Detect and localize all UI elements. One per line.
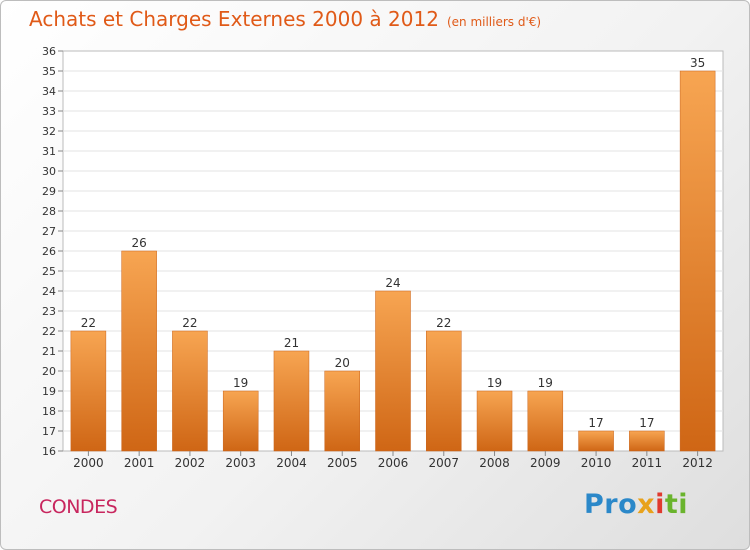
bar: [426, 330, 462, 452]
bar-value-label: 22: [436, 316, 451, 330]
y-tick-label: 20: [42, 365, 56, 378]
logo-part-ti: ti: [664, 489, 689, 520]
bar-value-label: 20: [335, 356, 350, 370]
proxiti-logo[interactable]: Proxiti: [584, 489, 688, 520]
bar: [629, 430, 665, 452]
y-tick-label: 25: [42, 265, 56, 278]
x-tick-label: 2009: [530, 456, 561, 470]
bar-value-label: 17: [588, 416, 603, 430]
bar-value-label: 35: [690, 56, 705, 70]
x-tick-label: 2002: [175, 456, 206, 470]
logo-part-pro: Pro: [584, 489, 638, 520]
logo-part-x: x: [637, 489, 656, 520]
y-tick-label: 24: [42, 285, 56, 298]
y-tick-label: 31: [42, 145, 56, 158]
y-tick-label: 29: [42, 185, 56, 198]
bar: [222, 390, 259, 452]
y-tick-label: 33: [42, 105, 56, 118]
bar-value-label: 19: [233, 376, 248, 390]
axis-layer: 16 17 18 19 20 21 22 23 24 25 26 27 28 29 30 31 32 33 34 35…: [42, 45, 713, 470]
x-tick-label: 2010: [581, 456, 612, 470]
bar-value-label: 21: [284, 336, 299, 350]
x-tick-label: 2000: [73, 456, 104, 470]
y-tick-label: 18: [42, 405, 56, 418]
bar: [121, 250, 157, 452]
y-tick-label: 21: [42, 345, 56, 358]
bar: [70, 330, 107, 452]
chart-subtitle: (en milliers d'€): [446, 15, 542, 29]
bar: [679, 70, 716, 452]
x-tick-label: 2008: [479, 456, 510, 470]
y-tick-label: 35: [42, 65, 56, 78]
y-tick-label: 32: [42, 125, 56, 138]
x-tick-label: 2003: [225, 456, 256, 470]
y-tick-label: 22: [42, 325, 56, 338]
bar-value-label: 19: [538, 376, 553, 390]
x-tick-label: 2006: [378, 456, 409, 470]
bar-value-label: 26: [132, 236, 147, 250]
x-tick-label: 2011: [632, 456, 663, 470]
y-tick-label: 23: [42, 305, 56, 318]
bar-layer: [70, 70, 716, 452]
bar-value-label: 22: [182, 316, 197, 330]
bar: [476, 390, 513, 452]
y-tick-label: 19: [42, 385, 56, 398]
y-tick-label: 26: [42, 245, 56, 258]
y-tick-label: 17: [42, 425, 56, 438]
y-tick-label: 34: [42, 85, 56, 98]
bar: [527, 390, 564, 452]
bar-value-label: 17: [639, 416, 654, 430]
bar-value-label: 19: [487, 376, 502, 390]
logo-part-i: i: [655, 489, 665, 520]
x-tick-label: 2001: [124, 456, 155, 470]
label-layer: 22 26 22 19 21 20 24 22 19 19 17 17 35: [81, 56, 706, 430]
bar-value-label: 24: [385, 276, 400, 290]
town-name: CONDES: [39, 496, 118, 518]
bar: [578, 430, 614, 452]
bar: [324, 370, 360, 452]
chart-title-text: Achats et Charges Externes 2000 à 2012: [29, 7, 439, 31]
bar: [172, 330, 208, 452]
y-tick-label: 28: [42, 205, 56, 218]
x-tick-label: 2005: [327, 456, 358, 470]
y-tick-label: 36: [42, 45, 56, 58]
y-tick-label: 30: [42, 165, 56, 178]
x-tick-label: 2004: [276, 456, 307, 470]
y-tick-label: 16: [42, 445, 56, 458]
bar: [375, 290, 411, 452]
bar: [273, 350, 310, 452]
y-tick-label: 27: [42, 225, 56, 238]
x-tick-label: 2012: [682, 456, 713, 470]
x-tick-label: 2007: [428, 456, 459, 470]
chart-title: Achats et Charges Externes 2000 à 2012 (e…: [29, 7, 541, 31]
bar-value-label: 22: [81, 316, 96, 330]
